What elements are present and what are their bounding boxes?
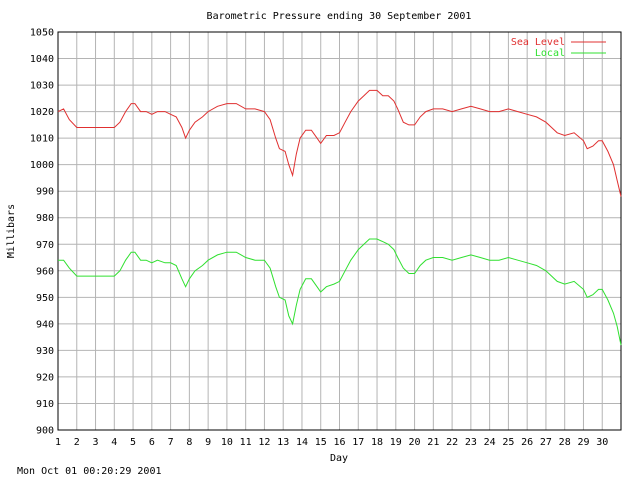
y-tick-label: 950: [36, 293, 54, 304]
y-tick-label: 920: [36, 372, 54, 383]
x-tick-label: 30: [596, 437, 608, 448]
y-tick-label: 970: [36, 240, 54, 251]
x-tick-label: 29: [577, 437, 589, 448]
y-tick-label: 1010: [30, 134, 54, 145]
series-line-1: [57, 89, 622, 197]
y-tick-label: 1030: [30, 81, 54, 92]
x-tick-label: 15: [315, 437, 327, 448]
x-tick-label: 6: [149, 437, 155, 448]
x-tick-label: 23: [465, 437, 477, 448]
x-tick-label: 19: [390, 437, 402, 448]
grid-lines: [57, 31, 621, 431]
x-tick-label: 12: [258, 437, 270, 448]
y-tick-label: 980: [36, 213, 54, 224]
timestamp: Mon Oct 01 00:20:29 2001: [17, 466, 162, 477]
x-tick-label: 18: [371, 437, 383, 448]
x-tick-label: 8: [186, 437, 192, 448]
series-lines: [57, 89, 622, 346]
y-tick-label: 1020: [30, 107, 54, 118]
x-tick-label: 3: [93, 437, 99, 448]
legend-label: Sea Level: [511, 37, 565, 48]
x-tick-label: 10: [221, 437, 233, 448]
x-tick-label: 1: [55, 437, 61, 448]
x-axis: 1 2 3 4 5 6 7 8 9 10 11 12 13 14 15 16 17 18 19 20 21 22 23 24 2…: [55, 437, 608, 448]
y-axis: 900 910 920 930 940 950 960 970 980 990 1000 1010 10…: [30, 28, 54, 437]
x-tick-label: 5: [130, 437, 136, 448]
x-tick-label: 2: [74, 437, 80, 448]
y-axis-label: Millibars: [6, 204, 17, 258]
x-tick-label: 21: [427, 437, 439, 448]
x-axis-label: Day: [330, 453, 348, 464]
y-tick-label: 940: [36, 319, 54, 330]
x-tick-label: 16: [333, 437, 345, 448]
y-tick-label: 960: [36, 266, 54, 277]
plot-area: [57, 31, 622, 431]
y-tick-label: 910: [36, 399, 54, 410]
x-tick-label: 27: [540, 437, 552, 448]
y-tick-label: 990: [36, 187, 54, 198]
x-tick-label: 14: [296, 437, 308, 448]
x-tick-label: 28: [559, 437, 571, 448]
y-tick-label: 1040: [30, 54, 54, 65]
x-tick-label: 17: [352, 437, 364, 448]
x-tick-label: 4: [111, 437, 117, 448]
x-tick-label: 9: [205, 437, 211, 448]
x-tick-label: 25: [502, 437, 514, 448]
x-tick-label: 26: [521, 437, 533, 448]
y-tick-label: 1000: [30, 160, 54, 171]
chart-title: Barometric Pressure ending 30 September …: [207, 11, 472, 22]
x-tick-label: 24: [484, 437, 496, 448]
y-tick-label: 930: [36, 346, 54, 357]
x-tick-label: 11: [240, 437, 252, 448]
x-tick-label: 13: [277, 437, 289, 448]
y-tick-label: 1050: [30, 28, 54, 39]
legend-label: Local: [535, 48, 565, 59]
x-tick-label: 7: [168, 437, 174, 448]
y-tick-label: 900: [36, 426, 54, 437]
x-tick-label: 22: [446, 437, 458, 448]
x-tick-label: 20: [409, 437, 421, 448]
series-line-2: [58, 238, 622, 346]
